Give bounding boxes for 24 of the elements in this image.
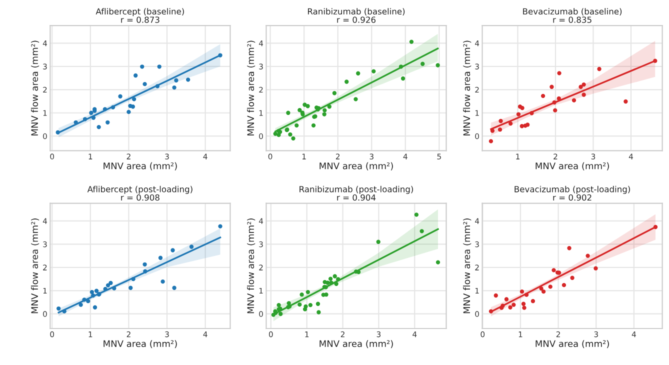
chart-subtitle: r = 0.904: [337, 194, 376, 201]
y-axis-title: MNV flow area (mm²): [463, 40, 472, 136]
chart-subtitle: r = 0.835: [553, 16, 592, 23]
y-axis-title: MNV flow area (mm²): [31, 218, 40, 314]
x-axis-title: MNV area (mm²): [536, 340, 609, 348]
y-axis-title: MNV flow area (mm²): [247, 40, 256, 136]
chart-title: Aflibercept (baseline): [96, 8, 184, 16]
x-axis-title: MNV area (mm²): [104, 340, 177, 348]
y-axis-title: MNV flow area (mm²): [247, 218, 256, 314]
y-axis-title: MNV flow area (mm²): [31, 40, 40, 136]
x-axis-title: MNV area (mm²): [536, 162, 609, 170]
chart-title: Bevacizumab (baseline): [523, 8, 622, 16]
chart-title: Ranibizumab (baseline): [308, 8, 405, 16]
chart-title: Aflibercept (post-loading): [87, 186, 192, 194]
x-axis-title: MNV area (mm²): [320, 340, 393, 348]
chart-subtitle: r = 0.902: [553, 194, 592, 201]
chart-title: Bevacizumab (post-loading): [514, 186, 630, 194]
chart-title: Ranibizumab (post-loading): [300, 186, 413, 194]
chart-subtitle: r = 0.873: [121, 16, 160, 23]
chart-subtitle: r = 0.926: [337, 16, 376, 23]
x-axis-title: MNV area (mm²): [320, 162, 393, 170]
y-axis-title: MNV flow area (mm²): [463, 218, 472, 314]
chart-subtitle: r = 0.908: [121, 194, 160, 201]
x-axis-title: MNV area (mm²): [104, 162, 177, 170]
